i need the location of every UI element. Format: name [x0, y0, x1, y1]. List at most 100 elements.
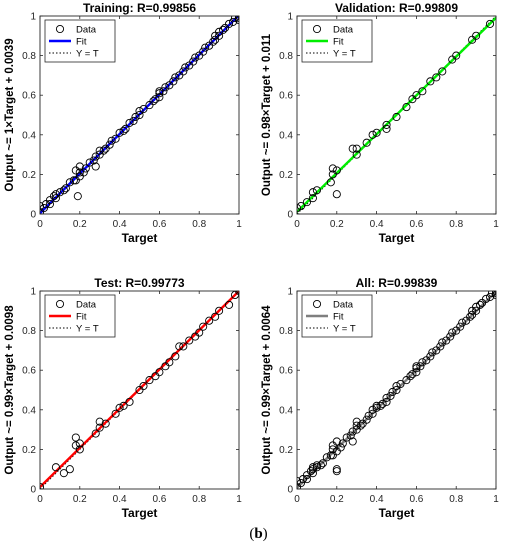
- data-point: [458, 318, 467, 327]
- data-point: [332, 437, 341, 446]
- x-tick-label: 0.4: [370, 219, 384, 230]
- x-tick-label: 0.2: [330, 219, 344, 230]
- data-point: [105, 140, 114, 149]
- y-tick-label: 0.2: [22, 170, 36, 181]
- x-tick-label: 0: [294, 219, 300, 230]
- data-point: [418, 87, 427, 96]
- chart-panel-4: All: R=0.99839 0 0.2 0.4 0.6 0.8 1 0 0.2 0.4 0.6 0.…: [261, 276, 499, 520]
- data-point: [91, 152, 100, 161]
- y-tick-label: 0.4: [279, 130, 293, 141]
- data-point: [412, 368, 421, 377]
- data-point: [456, 322, 465, 331]
- y-tick-label: 0.6: [279, 366, 293, 377]
- data-point: [215, 306, 224, 315]
- data-point: [95, 423, 104, 432]
- legend-data-marker: [55, 24, 65, 34]
- data-point: [119, 126, 128, 135]
- data-point: [412, 91, 421, 100]
- data-point: [125, 118, 134, 127]
- x-tick-label: 0.2: [73, 494, 87, 505]
- figure-label-letter: b: [254, 526, 263, 542]
- data-point: [111, 409, 120, 418]
- data-point: [155, 89, 164, 98]
- data-point: [372, 403, 381, 412]
- x-tick-label: 0.4: [113, 219, 127, 230]
- legend-entry-label: Data: [76, 25, 97, 36]
- data-point: [224, 300, 234, 309]
- data-point: [472, 31, 481, 40]
- data-point: [308, 463, 317, 472]
- data-point: [312, 186, 321, 195]
- plot-content: [297, 16, 496, 214]
- data-point: [312, 461, 321, 470]
- legend-entry-label: Data: [333, 25, 354, 36]
- data-point: [209, 37, 218, 46]
- data-point: [171, 352, 180, 361]
- data-point: [159, 87, 168, 96]
- data-point: [472, 302, 481, 311]
- data-point: [199, 47, 208, 56]
- data-point: [452, 51, 461, 60]
- x-tick-label: 0.8: [449, 494, 463, 505]
- data-point: [49, 192, 58, 201]
- data-point: [392, 112, 401, 122]
- x-tick-label: 0.6: [409, 219, 423, 230]
- axes-box: [39, 15, 240, 215]
- x-tick-label: 0.4: [370, 494, 384, 505]
- y-tick-label: 0.2: [279, 170, 293, 181]
- data-point: [328, 164, 337, 173]
- data-point: [436, 342, 445, 351]
- y-axis-label: Output ~= 0.99×Target + 0.0064: [261, 305, 273, 475]
- data-point: [199, 322, 208, 331]
- data-point: [65, 178, 74, 187]
- data-point: [408, 370, 417, 379]
- data-point: [101, 419, 110, 428]
- data-point: [95, 146, 104, 155]
- legend-data-marker: [312, 24, 322, 34]
- data-point: [485, 292, 495, 301]
- data-point: [316, 461, 325, 470]
- y-tick-label: 0.8: [22, 326, 36, 337]
- data-point: [91, 429, 100, 438]
- data-point: [426, 77, 435, 86]
- data-point: [378, 399, 387, 408]
- data-point: [336, 443, 345, 452]
- data-point: [346, 431, 355, 440]
- data-point: [71, 433, 80, 442]
- legend-data-marker: [55, 299, 65, 309]
- y-tick-label: 1: [287, 287, 293, 298]
- data-point: [332, 166, 341, 175]
- fit-line: [297, 16, 496, 213]
- data-point: [412, 364, 421, 373]
- plot-content: [40, 291, 239, 489]
- data-point: [75, 162, 84, 171]
- data-point: [111, 134, 120, 143]
- x-tick-label: 0: [37, 494, 43, 505]
- data-point: [129, 116, 138, 125]
- data-point: [348, 144, 357, 153]
- data-point: [322, 453, 331, 462]
- data-point: [61, 184, 70, 193]
- chart-panel-3: Test: R=0.99773 0 0.2 0.4 0.6 0.8 1 0 0.2 0.4 0.6 0…: [4, 276, 242, 520]
- y-tick-label: 0.8: [22, 51, 36, 62]
- data-point: [91, 162, 100, 171]
- data-point: [161, 83, 170, 92]
- x-tick-label: 0.6: [152, 219, 166, 230]
- data-point: [412, 362, 421, 371]
- data-point: [211, 312, 220, 321]
- data-point: [205, 316, 214, 325]
- data-point: [372, 401, 381, 410]
- x-tick-label: 0.6: [152, 494, 166, 505]
- y-tick-label: 0.2: [22, 445, 36, 456]
- data-point: [416, 362, 425, 371]
- y-tick-label: 1: [30, 287, 36, 298]
- data-point: [382, 124, 391, 133]
- data-point: [368, 409, 377, 418]
- figure-canvas: Training: R=0.99856 0 0.2 0.4 0.6 0.8 1 0 0.2 0.4…: [4, 1, 499, 520]
- x-tick-label: 1: [236, 219, 242, 230]
- data-point: [372, 128, 381, 137]
- figure-label: (b): [0, 526, 517, 543]
- data-point: [388, 387, 397, 397]
